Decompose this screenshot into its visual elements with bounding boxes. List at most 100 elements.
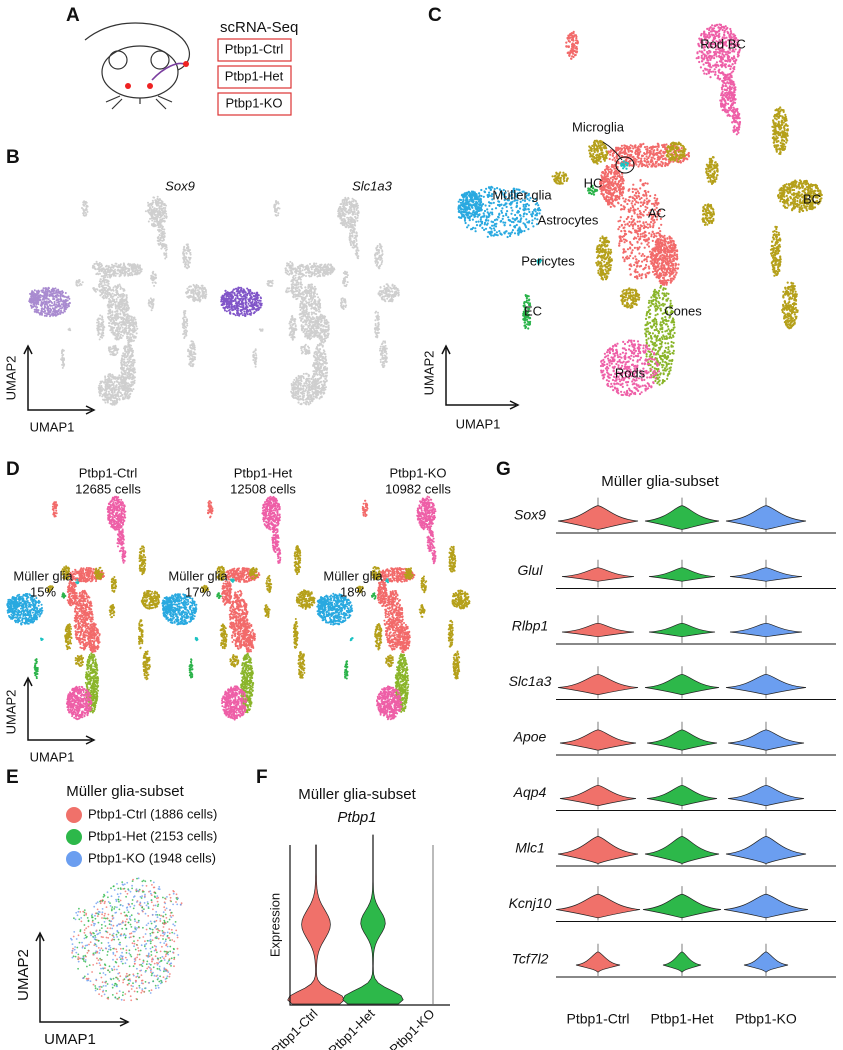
cell-dot [117,392,119,394]
cell-dot [49,294,51,296]
cell-dot [48,298,50,300]
cell-dot [123,324,125,326]
cell-dot [116,350,118,352]
cell-dot [105,271,107,273]
cell-dot [238,305,240,307]
cell-dot [46,295,48,297]
cell-dot [247,311,249,313]
cell-dot [101,335,103,337]
cell-dot [124,388,126,390]
cell-dot [112,265,114,267]
cell-dot [343,204,345,206]
cell-dot [118,388,120,390]
cell-dot [182,254,184,256]
cell-dot [119,386,121,388]
cell-dot [53,288,55,290]
cell-dot [354,213,356,215]
cell-dot [44,306,46,308]
cell-dot [233,309,235,311]
cell-dot [274,206,276,208]
cell-dot [127,385,129,387]
cell-dot [108,293,110,295]
cell-dot [107,276,109,278]
cell-dot [125,300,127,302]
cell-dot [237,308,239,310]
cell-dot [101,395,103,397]
cell-dot [249,309,251,311]
cell-dot [352,198,354,200]
cell-dot [35,309,37,311]
cell-dot [165,256,167,258]
cell-dot [250,298,252,300]
cell-dot [240,289,242,291]
cell-dot [60,310,62,312]
cell-dot [185,335,187,337]
cell-dot [133,322,135,324]
cell-dot [127,275,129,277]
cell-dot [154,274,156,276]
cell-dot [129,336,131,338]
cell-dot [240,306,242,308]
cell-dot [164,248,166,250]
cell-dot [95,291,97,293]
cell-dot [227,303,229,305]
cell-dot [357,250,359,252]
cell-dot [145,210,147,212]
cell-dot [134,336,136,338]
cell-dot [100,278,102,280]
cell-dot [151,299,153,301]
cell-dot [125,356,127,358]
cell-dot [237,293,239,295]
cell-dot [107,268,109,270]
cell-dot [344,197,346,199]
cell-dot [338,209,340,211]
cell-dot [45,289,47,291]
cell-dot [156,220,158,222]
cell-dot [187,264,189,266]
cell-dot [158,224,160,226]
cell-dot [135,322,137,324]
cell-dot [232,313,234,315]
cell-dot [107,282,109,284]
cell-dot [113,275,115,277]
cell-dot [117,378,119,380]
cell-dot [239,313,241,315]
cell-dot [82,281,84,283]
cell-dot [199,297,201,299]
cell-dot [60,296,62,298]
cell-dot [55,296,57,298]
group-label: Ptbp1-Ctrl [225,41,284,56]
cell-dot [99,314,101,316]
cell-dot [102,327,104,329]
cell-dot [134,264,136,266]
cell-dot [55,305,57,307]
cell-dot [132,362,134,364]
cell-dot [57,291,59,293]
cell-dot [103,297,105,299]
cell-dot [125,268,127,270]
cell-dot [191,291,193,293]
cell-dot [102,324,104,326]
cell-dot [122,320,124,322]
cell-dot [96,261,98,263]
cell-dot [352,214,354,216]
cell-dot [229,302,231,304]
cell-dot [357,215,359,217]
cell-dot [104,379,106,381]
cell-dot [305,300,307,302]
cell-dot [247,313,249,315]
cell-dot [53,292,55,294]
cell-dot [223,303,225,305]
cell-dot [113,345,115,347]
cell-dot [279,208,281,210]
cell-dot [63,363,65,365]
cell-dot [125,330,127,332]
cell-dot [124,315,126,317]
cell-dot [182,252,184,254]
cell-dot [356,208,358,210]
cell-dot [125,390,127,392]
cell-dot [115,289,117,291]
cell-dot [119,284,121,286]
cell-dot [97,273,99,275]
cell-dot [124,300,126,302]
